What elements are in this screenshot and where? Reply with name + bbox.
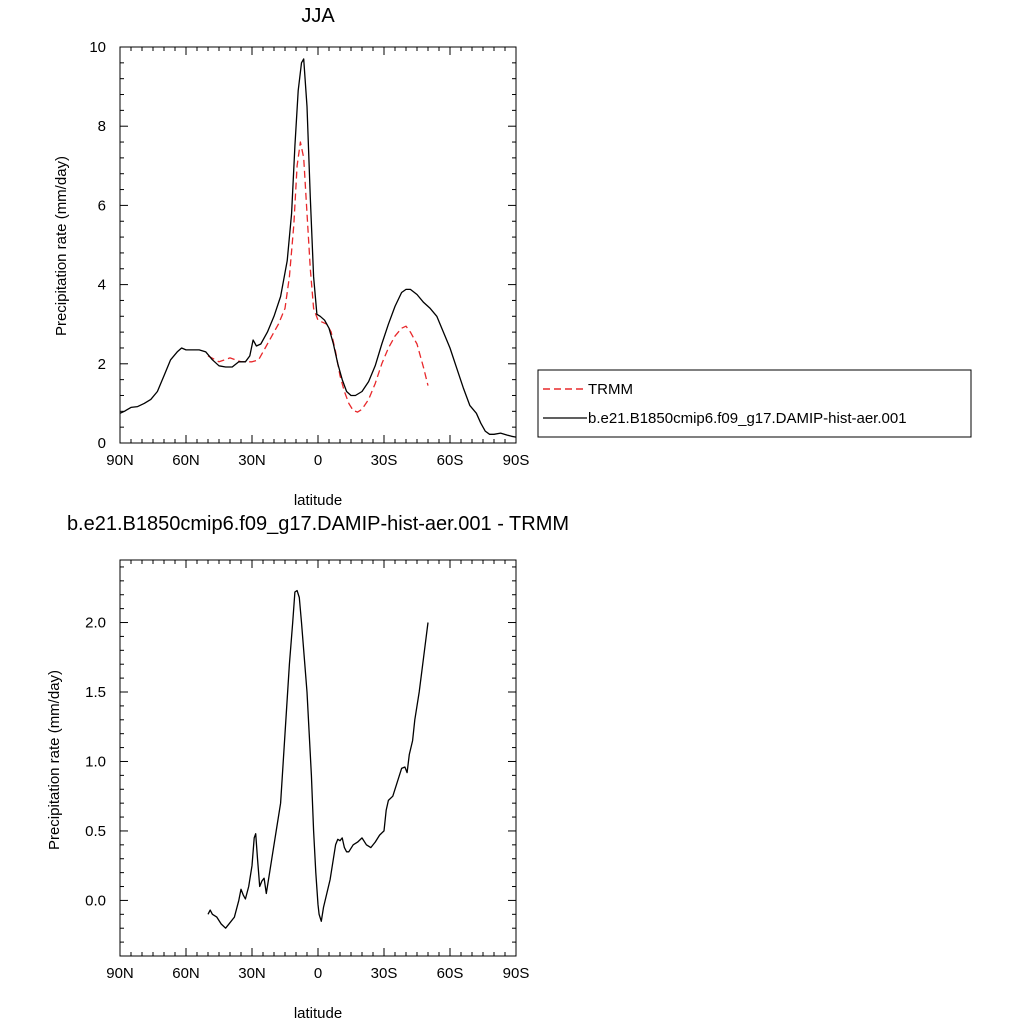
top-chart-ytick-label: 8 (98, 118, 106, 135)
top-chart-ytick-label: 4 (98, 277, 106, 294)
top-chart-xlabel: latitude (294, 492, 342, 509)
top-chart-xtick-label: 60N (172, 452, 200, 469)
bottom-chart-xtick-label: 0 (314, 965, 322, 982)
bottom-chart-xtick-label: 30S (371, 965, 398, 982)
bottom-chart-xtick-label: 90N (106, 965, 134, 982)
legend-label-trmm: TRMM (588, 381, 633, 398)
top-chart-series-line-0 (207, 141, 429, 413)
legend-box (537, 369, 972, 438)
bottom-chart: b.e21.B1850cmip6.f09_g17.DAMIP-hist-aer.… (46, 513, 569, 1022)
bottom-chart-series (207, 589, 429, 929)
bottom-chart-series-line-0 (207, 589, 429, 929)
top-chart-title: JJA (301, 5, 335, 27)
top-chart-ticks: 90N 60N 30N 0 30S 60S 90S 0 2 4 6 8 10 (89, 39, 529, 469)
top-chart-frame (119, 46, 517, 444)
top-chart-xtick-label: 0 (314, 452, 322, 469)
top-chart-xtick-label: 60S (437, 452, 464, 469)
bottom-chart-ticks: 90N 60N 30N 0 30S 60S 90S 0.0 0.5 1.0 1.5 2.0 (85, 560, 529, 982)
legend: TRMM b.e21.B1850cmip6.f09_g17.DAMIP-hist… (537, 369, 972, 438)
bottom-chart-ytick-label: 2.0 (85, 615, 106, 632)
bottom-chart-ylabel: Precipitation rate (mm/day) (46, 670, 63, 850)
bottom-chart-ytick-label: 1.0 (85, 753, 106, 770)
top-chart-ylabel: Precipitation rate (mm/day) (53, 156, 70, 336)
top-chart-xtick-label: 30N (238, 452, 266, 469)
top-chart-series (119, 58, 517, 438)
bottom-chart-xtick-label: 60S (437, 965, 464, 982)
bottom-chart-ytick-label: 0.5 (85, 823, 106, 840)
top-chart-ytick-label: 6 (98, 197, 106, 214)
top-chart-ytick-label: 0 (98, 435, 106, 452)
bottom-chart-frame (119, 559, 517, 957)
bottom-chart-ytick-label: 0.0 (85, 892, 106, 909)
bottom-chart-xtick-label: 60N (172, 965, 200, 982)
top-chart-ytick-label: 2 (98, 356, 106, 373)
top-chart: JJA Precipitation rate (mm/day) latitude… (53, 5, 529, 509)
bottom-chart-xtick-label: 30N (238, 965, 266, 982)
top-chart-xtick-label: 30S (371, 452, 398, 469)
bottom-chart-xtick-label: 90S (503, 965, 530, 982)
legend-label-model: b.e21.B1850cmip6.f09_g17.DAMIP-hist-aer.… (588, 410, 907, 427)
top-chart-ytick-label: 10 (89, 39, 106, 56)
bottom-chart-xlabel: latitude (294, 1005, 342, 1022)
bottom-chart-title: b.e21.B1850cmip6.f09_g17.DAMIP-hist-aer.… (67, 513, 569, 535)
top-chart-xtick-label: 90S (503, 452, 530, 469)
top-chart-series-line-1 (119, 58, 517, 438)
top-chart-xtick-label: 90N (106, 452, 134, 469)
bottom-chart-ytick-label: 1.5 (85, 684, 106, 701)
